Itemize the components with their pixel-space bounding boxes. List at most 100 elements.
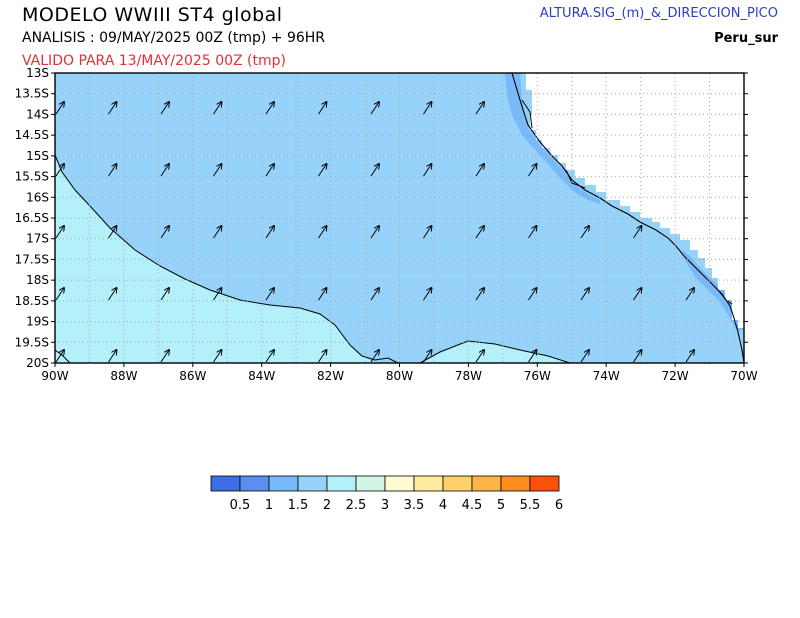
wave-arrow bbox=[318, 350, 327, 363]
colorbar-label: 3.5 bbox=[404, 498, 425, 513]
latitude-label: 17.5S bbox=[15, 252, 49, 266]
wave-arrow bbox=[423, 226, 432, 239]
colorbar-swatch bbox=[326, 475, 357, 492]
wave-arrow bbox=[55, 164, 64, 177]
wave-arrow bbox=[160, 164, 169, 177]
wave-arrow bbox=[423, 288, 432, 301]
colorbar-swatch bbox=[471, 475, 502, 492]
wave-arrow bbox=[265, 164, 274, 177]
axis-ticks bbox=[51, 72, 748, 367]
colorbar-swatch bbox=[442, 475, 473, 492]
wave-arrow bbox=[633, 226, 642, 239]
wave-arrow bbox=[685, 350, 694, 363]
wave-arrow bbox=[55, 102, 64, 115]
ocean-band-2m bbox=[55, 155, 375, 363]
wave-arrow bbox=[528, 226, 537, 239]
wave-arrow bbox=[685, 288, 694, 301]
wave-arrow bbox=[108, 350, 117, 363]
longitude-label: 84W bbox=[248, 369, 275, 383]
wave-arrow bbox=[108, 288, 117, 301]
ocean-band-2m-south bbox=[420, 341, 570, 363]
longitude-labels: 90W 88W 86W 84W 82W 80W 78W 76W 74W 72W 70W bbox=[41, 369, 757, 383]
colorbar-swatch bbox=[297, 475, 328, 492]
wave-arrow bbox=[318, 226, 327, 239]
wave-arrow bbox=[370, 102, 379, 115]
wave-arrow bbox=[55, 350, 64, 363]
latitude-label: 14.5S bbox=[15, 128, 49, 142]
latitude-label: 17S bbox=[26, 232, 49, 246]
colorbar-label: 1 bbox=[265, 498, 273, 513]
wave-arrow bbox=[55, 288, 64, 301]
wave-arrow bbox=[633, 288, 642, 301]
longitude-label: 86W bbox=[179, 369, 206, 383]
colorbar: 0.5 1 1.5 2 2.5 3 3.5 4 4.5 5 5.5 6 bbox=[210, 475, 563, 513]
wave-arrow bbox=[213, 226, 222, 239]
wave-arrow bbox=[160, 226, 169, 239]
colorbar-label: 2.5 bbox=[346, 498, 367, 513]
colorbar-swatch bbox=[268, 475, 299, 492]
colorbar-label: 3 bbox=[381, 498, 389, 513]
wave-arrow bbox=[318, 102, 327, 115]
wave-arrow bbox=[318, 288, 327, 301]
wave-arrow bbox=[475, 288, 484, 301]
map-field bbox=[55, 73, 744, 363]
wave-arrow bbox=[475, 226, 484, 239]
wave-arrow bbox=[528, 288, 537, 301]
contour-line bbox=[419, 340, 571, 363]
wave-arrow bbox=[160, 288, 169, 301]
longitude-label: 90W bbox=[41, 369, 68, 383]
longitude-label: 80W bbox=[386, 369, 413, 383]
longitude-label: 78W bbox=[455, 369, 482, 383]
colorbar-label: 1.5 bbox=[288, 498, 309, 513]
wave-arrow bbox=[265, 350, 274, 363]
valid-time: VALIDO PARA 13/MAY/2025 00Z (tmp) bbox=[22, 53, 286, 69]
latitude-label: 13.5S bbox=[15, 87, 49, 101]
wave-arrow bbox=[55, 226, 64, 239]
colorbar-swatch bbox=[239, 475, 270, 492]
wave-arrow bbox=[108, 102, 117, 115]
colorbar-label: 4 bbox=[439, 498, 447, 513]
longitude-label: 88W bbox=[110, 369, 137, 383]
colorbar-label: 2 bbox=[323, 498, 331, 513]
wave-arrow bbox=[475, 102, 484, 115]
wave-arrow bbox=[528, 350, 537, 363]
latitude-label: 18S bbox=[26, 273, 49, 287]
region-name: Peru_sur bbox=[714, 31, 778, 46]
latitude-label: 16.5S bbox=[15, 211, 49, 225]
wave-arrow bbox=[370, 226, 379, 239]
wave-direction-arrows bbox=[55, 102, 694, 363]
latitude-label: 18.5S bbox=[15, 294, 49, 308]
wave-arrow bbox=[580, 350, 589, 363]
latitude-label: 14S bbox=[26, 107, 49, 121]
latitude-label: 16S bbox=[26, 190, 49, 204]
colorbar-label: 6 bbox=[555, 498, 563, 513]
wave-arrow bbox=[213, 102, 222, 115]
wave-arrow bbox=[370, 288, 379, 301]
latitude-label: 15.5S bbox=[15, 170, 49, 184]
analysis-time: ANALISIS : 09/MAY/2025 00Z (tmp) + 96HR bbox=[22, 30, 326, 46]
wave-arrow bbox=[423, 102, 432, 115]
colorbar-swatch bbox=[210, 475, 241, 492]
latitude-label: 19.5S bbox=[15, 335, 49, 349]
grid-lines bbox=[55, 73, 744, 363]
wave-arrow bbox=[423, 350, 432, 363]
wave-arrow bbox=[265, 288, 274, 301]
wave-arrow bbox=[423, 164, 432, 177]
longitude-label: 70W bbox=[730, 369, 757, 383]
wave-arrow bbox=[475, 350, 484, 363]
wave-arrow bbox=[160, 102, 169, 115]
wave-arrow bbox=[213, 350, 222, 363]
colorbar-swatch bbox=[355, 475, 386, 492]
land-mass bbox=[526, 73, 744, 328]
wave-arrow bbox=[318, 164, 327, 177]
wave-arrow bbox=[265, 226, 274, 239]
wave-arrow bbox=[265, 102, 274, 115]
latitude-label: 13S bbox=[26, 66, 49, 80]
wave-arrow bbox=[370, 164, 379, 177]
latitude-label: 19S bbox=[26, 315, 49, 329]
wave-arrow bbox=[108, 164, 117, 177]
longitude-label: 72W bbox=[662, 369, 689, 383]
wave-arrow bbox=[580, 288, 589, 301]
colorbar-swatch bbox=[384, 475, 415, 492]
